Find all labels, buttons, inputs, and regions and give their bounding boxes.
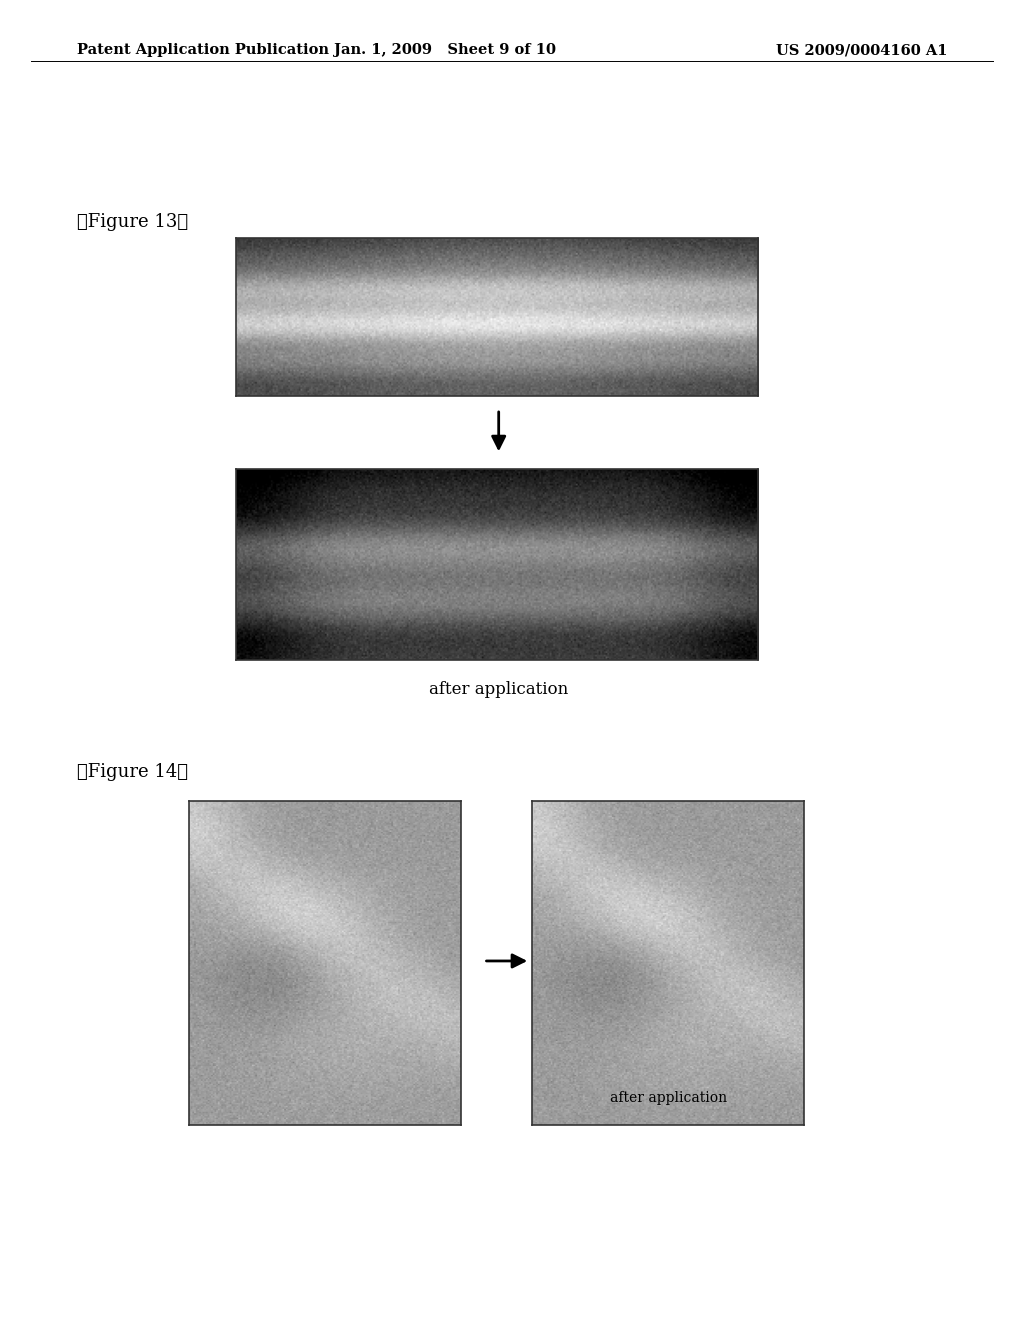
Text: 『Figure 13』: 『Figure 13』: [77, 213, 188, 231]
Text: 『Figure 14』: 『Figure 14』: [77, 763, 187, 781]
Text: after application: after application: [429, 681, 568, 697]
Text: after application: after application: [609, 1092, 727, 1105]
Text: Patent Application Publication: Patent Application Publication: [77, 44, 329, 57]
Text: Jan. 1, 2009   Sheet 9 of 10: Jan. 1, 2009 Sheet 9 of 10: [335, 44, 556, 57]
Text: US 2009/0004160 A1: US 2009/0004160 A1: [776, 44, 947, 57]
